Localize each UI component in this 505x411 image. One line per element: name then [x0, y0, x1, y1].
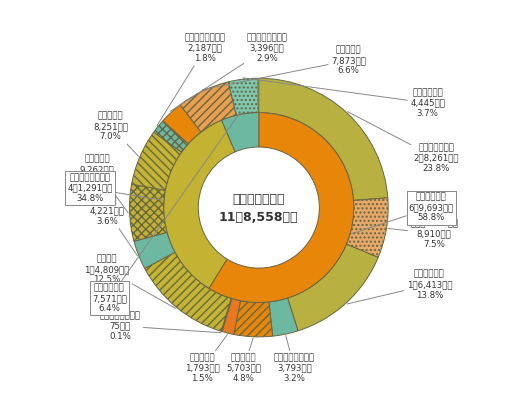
Wedge shape — [287, 244, 378, 331]
Wedge shape — [346, 198, 388, 257]
Wedge shape — [222, 113, 259, 152]
Text: データベース情報
2,187億円
1.8%: データベース情報 2,187億円 1.8% — [157, 33, 226, 125]
Text: 11兆8,558億円: 11兆8,558億円 — [219, 211, 298, 224]
Text: テキスト系ソフト
4兆1,291億円
34.8%: テキスト系ソフト 4兆1,291億円 34.8% — [68, 173, 163, 203]
Text: コミック
4,221億円
3.6%: コミック 4,221億円 3.6% — [90, 196, 137, 256]
Text: ネットオリジナル
75億円
0.1%: ネットオリジナル 75億円 0.1% — [99, 311, 221, 341]
Wedge shape — [234, 301, 273, 337]
Wedge shape — [154, 121, 188, 152]
Wedge shape — [163, 105, 201, 144]
Text: 音楽ソフト
5,703億円
4.8%: 音楽ソフト 5,703億円 4.8% — [226, 338, 261, 383]
Wedge shape — [221, 298, 232, 332]
Wedge shape — [145, 252, 231, 331]
Wedge shape — [132, 132, 182, 190]
Text: ビデオソフト
4,445億円
3.7%: ビデオソフト 4,445億円 3.7% — [243, 78, 445, 118]
Text: 新聞記事
1兆4,809億円
12.5%: 新聞記事 1兆4,809億円 12.5% — [84, 254, 176, 309]
Wedge shape — [259, 78, 388, 201]
Text: 衛星・CATV放送
8,910億円
7.5%: 衛星・CATV放送 8,910億円 7.5% — [388, 219, 458, 249]
Text: 映像系ソフト
6兆9,693億円
58.8%: 映像系ソフト 6兆9,693億円 58.8% — [351, 193, 454, 234]
Wedge shape — [164, 120, 235, 289]
Wedge shape — [134, 232, 175, 268]
Wedge shape — [209, 113, 354, 302]
Text: ゲームソフト
1兆6,413億円
13.8%: ゲームソフト 1兆6,413億円 13.8% — [347, 270, 452, 304]
Wedge shape — [269, 298, 298, 336]
Wedge shape — [228, 78, 258, 115]
Text: コンテンツ市場: コンテンツ市場 — [233, 193, 285, 206]
Text: 地上テレビ番組
2兆8,261億円
23.8%: 地上テレビ番組 2兆8,261億円 23.8% — [348, 112, 459, 173]
Text: 映画ソフト
7,873億円
6.6%: 映画ソフト 7,873億円 6.6% — [203, 46, 366, 90]
Text: ラジオ番組
1,793億円
1.5%: ラジオ番組 1,793億円 1.5% — [185, 335, 227, 383]
Wedge shape — [180, 82, 236, 132]
Text: 書籍ソフト
8,251億円
7.0%: 書籍ソフト 8,251億円 7.0% — [93, 111, 138, 157]
Text: ネットオリジナル
3,793億円
3.2%: ネットオリジナル 3,793億円 3.2% — [274, 335, 315, 383]
Text: 音声系ソフト
7,571億円
6.4%: 音声系ソフト 7,571億円 6.4% — [92, 113, 239, 313]
Text: ネットオリジナル
3,396億円
2.9%: ネットオリジナル 3,396億円 2.9% — [170, 33, 287, 111]
Wedge shape — [129, 184, 167, 241]
Text: 雑誌ソフト
9,262億円
7.1%: 雑誌ソフト 9,262億円 7.1% — [80, 155, 128, 213]
Wedge shape — [222, 298, 240, 335]
